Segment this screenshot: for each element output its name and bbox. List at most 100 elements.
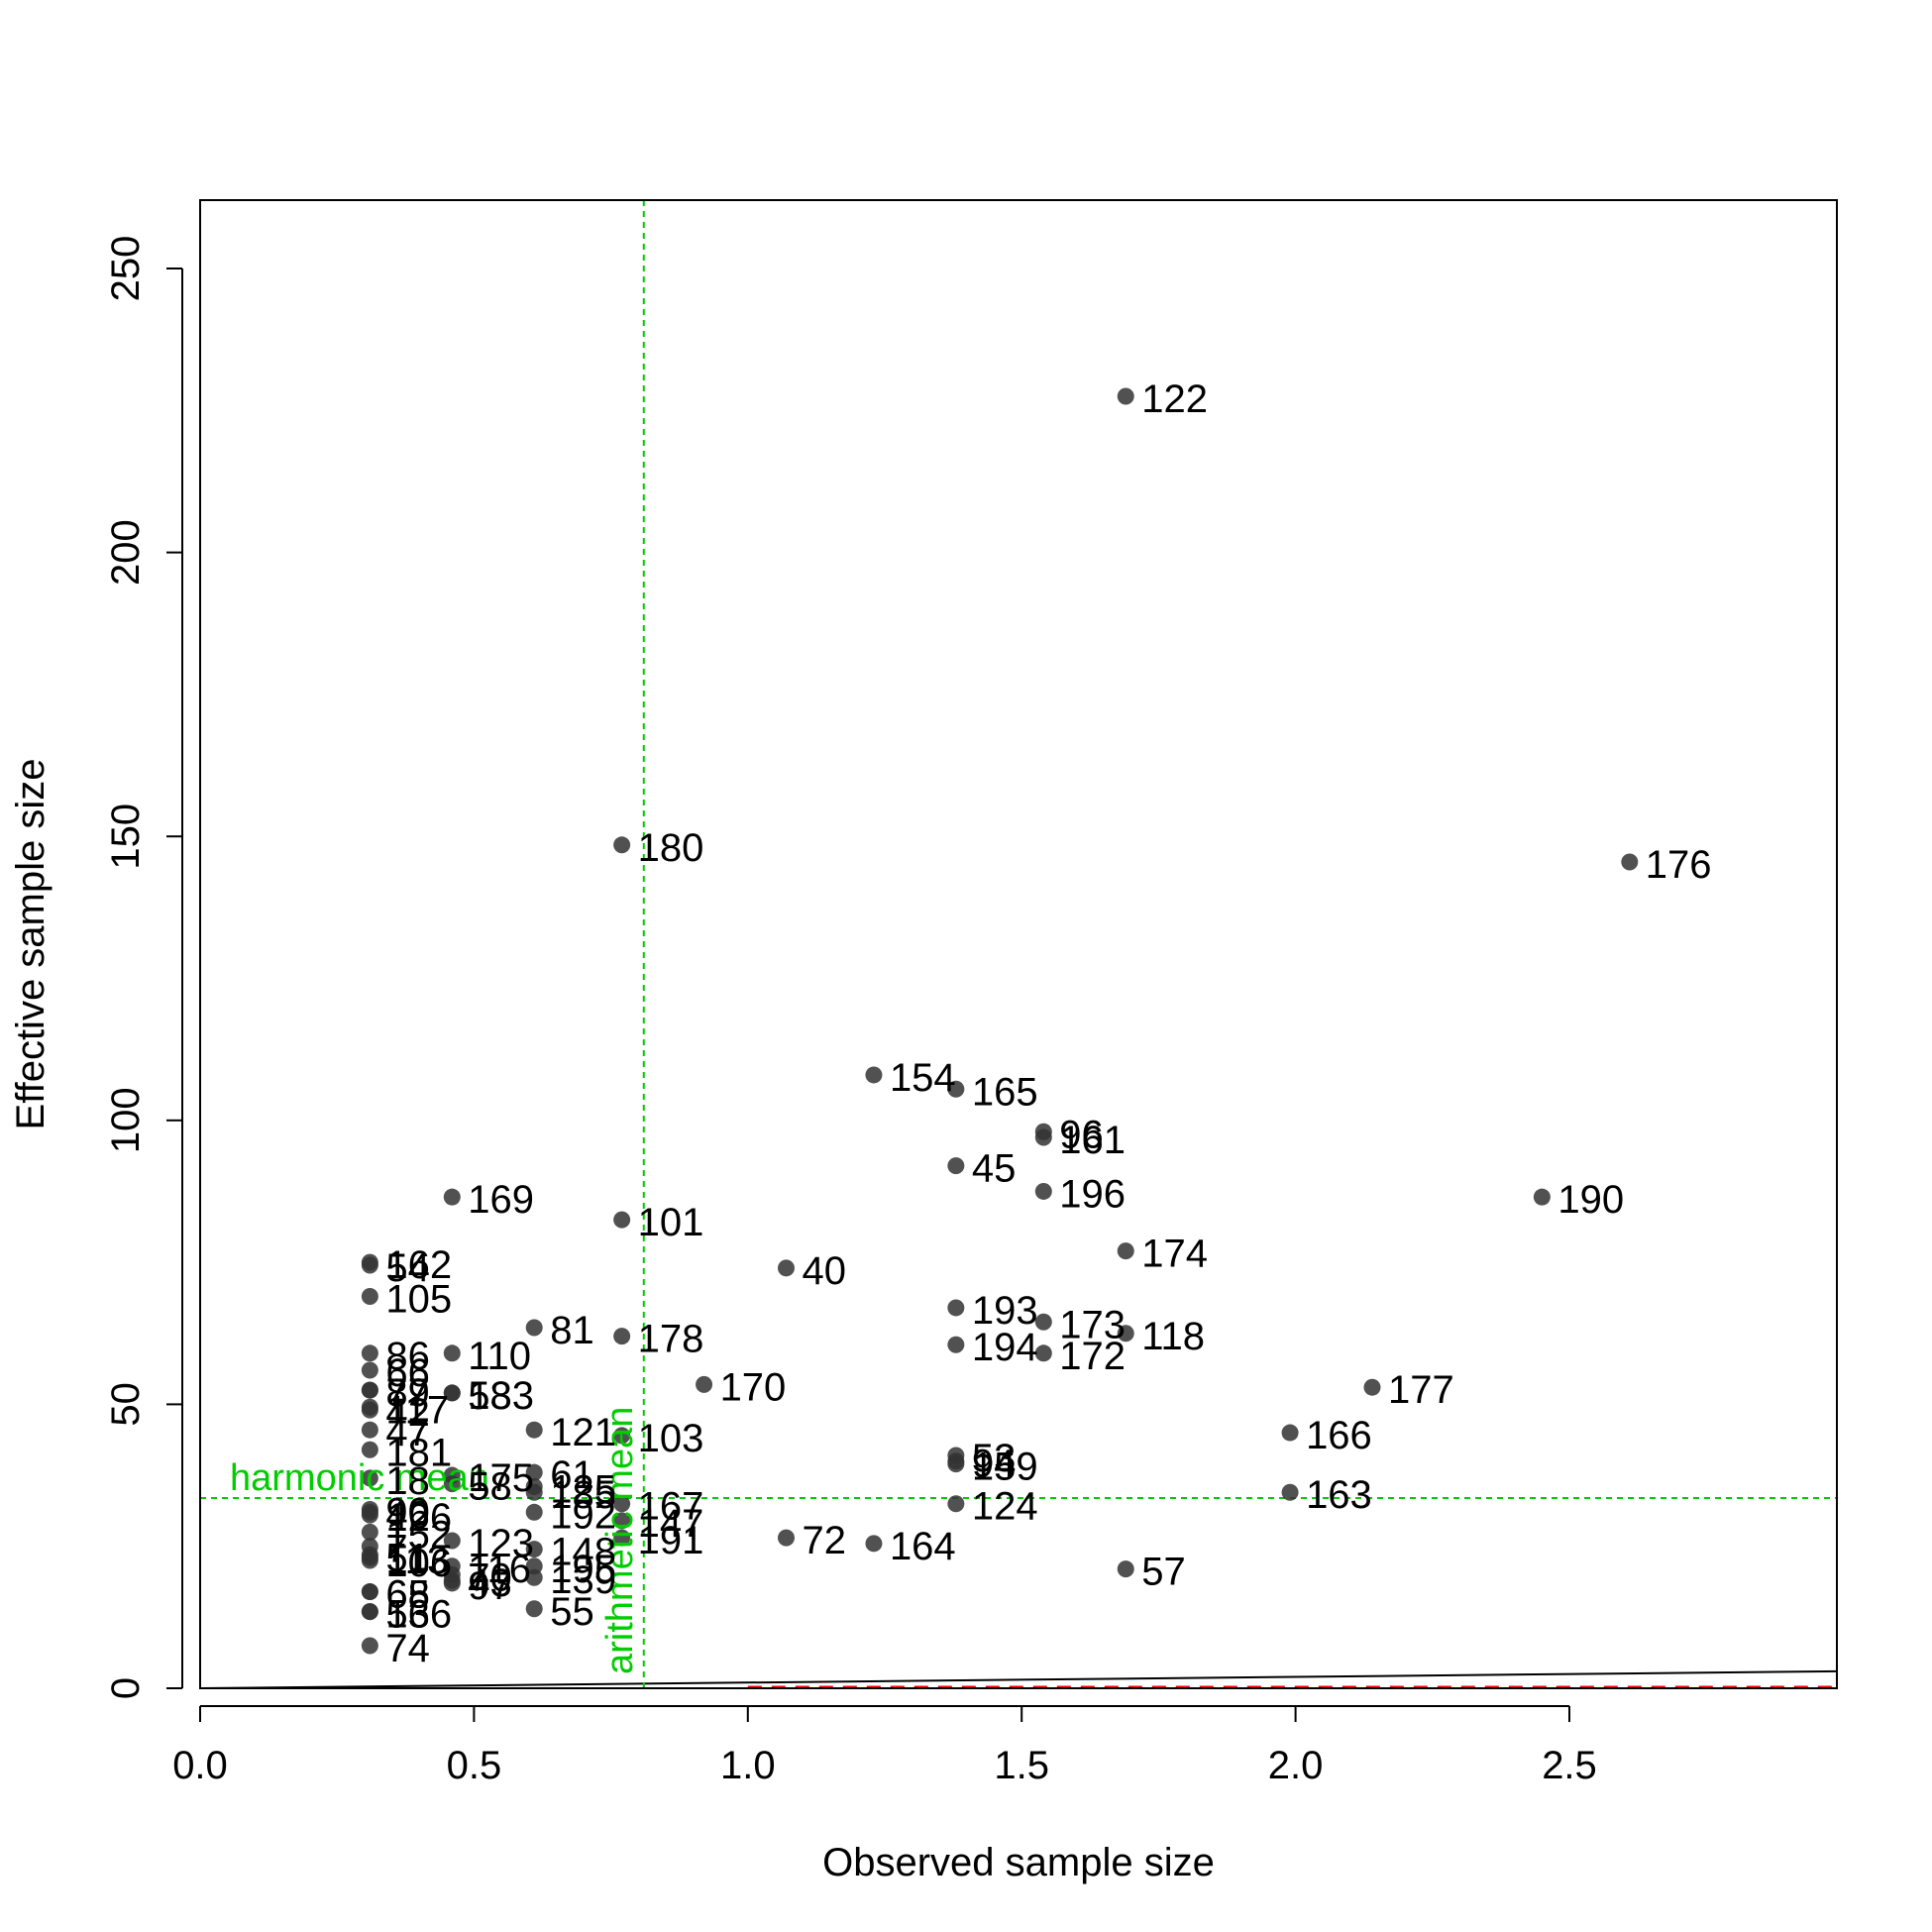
data-point	[361, 1469, 378, 1487]
point-label: 122	[1141, 377, 1208, 421]
arithmetic-mean-label: arithmetic mean	[599, 1407, 641, 1674]
point-label: 113	[385, 1539, 449, 1582]
data-point	[361, 1381, 378, 1399]
point-label: 173	[1059, 1303, 1126, 1346]
point-label: 126	[385, 1496, 452, 1540]
x-axis-title: Observed sample size	[822, 1841, 1215, 1884]
point-label: 61	[550, 1453, 594, 1497]
data-point	[361, 1506, 378, 1524]
data-point	[947, 1157, 965, 1175]
point-label: 51	[385, 1536, 430, 1579]
x-tick-label: 1.0	[720, 1744, 776, 1787]
data-point	[525, 1421, 543, 1439]
y-tick-label: 50	[104, 1382, 148, 1427]
data-point	[361, 1637, 378, 1655]
data-point	[1117, 1325, 1134, 1342]
point-label: 166	[1306, 1414, 1372, 1457]
point-label: 124	[972, 1485, 1038, 1529]
data-point	[1117, 1242, 1134, 1260]
data-point	[525, 1568, 543, 1586]
data-point	[865, 1535, 883, 1553]
point-label: 152	[385, 1513, 452, 1556]
data-point	[443, 1188, 461, 1206]
data-point	[947, 1455, 965, 1473]
point-label: 7	[385, 1528, 407, 1571]
point-label: 194	[972, 1326, 1038, 1369]
point-label: 195	[550, 1548, 616, 1591]
data-point	[613, 1495, 631, 1513]
point-label: 97	[468, 1564, 511, 1608]
data-point	[1363, 1378, 1381, 1396]
point-label: 96	[1059, 1113, 1104, 1156]
point-label: 55	[550, 1590, 594, 1634]
point-label: 116	[468, 1548, 531, 1591]
point-label: 175	[468, 1456, 534, 1500]
point-label: 66	[385, 1351, 430, 1395]
data-point	[947, 1336, 965, 1353]
point-label: 110	[468, 1335, 531, 1378]
point-label: 180	[638, 826, 704, 870]
point-label: 40	[802, 1249, 846, 1293]
point-label: 139	[550, 1558, 616, 1602]
y-tick-label: 150	[104, 804, 148, 870]
y-tick-label: 100	[104, 1087, 148, 1153]
data-point	[613, 1512, 631, 1530]
point-label: 136	[385, 1593, 452, 1637]
point-label: 162	[385, 1243, 452, 1287]
data-point	[696, 1375, 713, 1393]
y-tick-label: 0	[104, 1677, 148, 1699]
data-point	[1281, 1483, 1299, 1501]
data-point	[1621, 853, 1639, 871]
point-label: 190	[1557, 1178, 1624, 1222]
data-point	[525, 1483, 543, 1501]
data-point	[525, 1463, 543, 1481]
data-point	[1533, 1188, 1551, 1206]
point-label: 177	[1388, 1368, 1454, 1412]
data-point	[525, 1541, 543, 1558]
point-label: 74	[385, 1627, 430, 1670]
point-label: 121	[550, 1411, 616, 1454]
data-point	[777, 1529, 795, 1547]
point-label: 185	[550, 1473, 616, 1517]
point-label: 45	[972, 1147, 1017, 1191]
data-point	[443, 1384, 461, 1402]
point-label: 56	[385, 1593, 430, 1637]
point-label: 174	[1141, 1233, 1208, 1276]
point-label: 87	[385, 1371, 430, 1415]
data-point	[947, 1080, 965, 1098]
data-point	[1034, 1344, 1052, 1362]
point-label: 68	[385, 1573, 430, 1617]
data-point	[361, 1523, 378, 1541]
point-label: 192	[550, 1493, 616, 1537]
point-label: 103	[638, 1417, 704, 1460]
data-point	[361, 1287, 378, 1305]
data-point	[1117, 387, 1134, 405]
point-label: 70	[468, 1556, 511, 1599]
x-tick-label: 1.5	[994, 1744, 1049, 1787]
y-tick-label: 250	[104, 236, 148, 302]
x-tick-label: 2.5	[1542, 1744, 1597, 1787]
data-point	[525, 1319, 543, 1337]
data-point	[361, 1603, 378, 1621]
data-point	[613, 1427, 631, 1445]
point-label: 161	[1059, 1119, 1126, 1162]
data-point	[443, 1344, 461, 1362]
point-label: 191	[638, 1519, 704, 1562]
point-label: 105	[385, 1277, 452, 1321]
data-point	[525, 1600, 543, 1618]
point-label: 86	[385, 1335, 430, 1378]
plot-frame	[199, 199, 1838, 1689]
data-point	[613, 1529, 631, 1547]
point-label: 193	[972, 1289, 1038, 1333]
point-label: 57	[1141, 1551, 1186, 1594]
data-point	[777, 1259, 795, 1277]
point-label: 159	[972, 1446, 1038, 1489]
x-tick-label: 0.0	[172, 1744, 228, 1787]
data-point	[1034, 1313, 1052, 1331]
point-label: 165	[972, 1070, 1038, 1114]
point-label: 172	[1059, 1335, 1126, 1378]
data-point	[525, 1503, 543, 1521]
data-point	[361, 1344, 378, 1362]
data-point	[613, 836, 631, 854]
point-label: 81	[550, 1309, 594, 1352]
